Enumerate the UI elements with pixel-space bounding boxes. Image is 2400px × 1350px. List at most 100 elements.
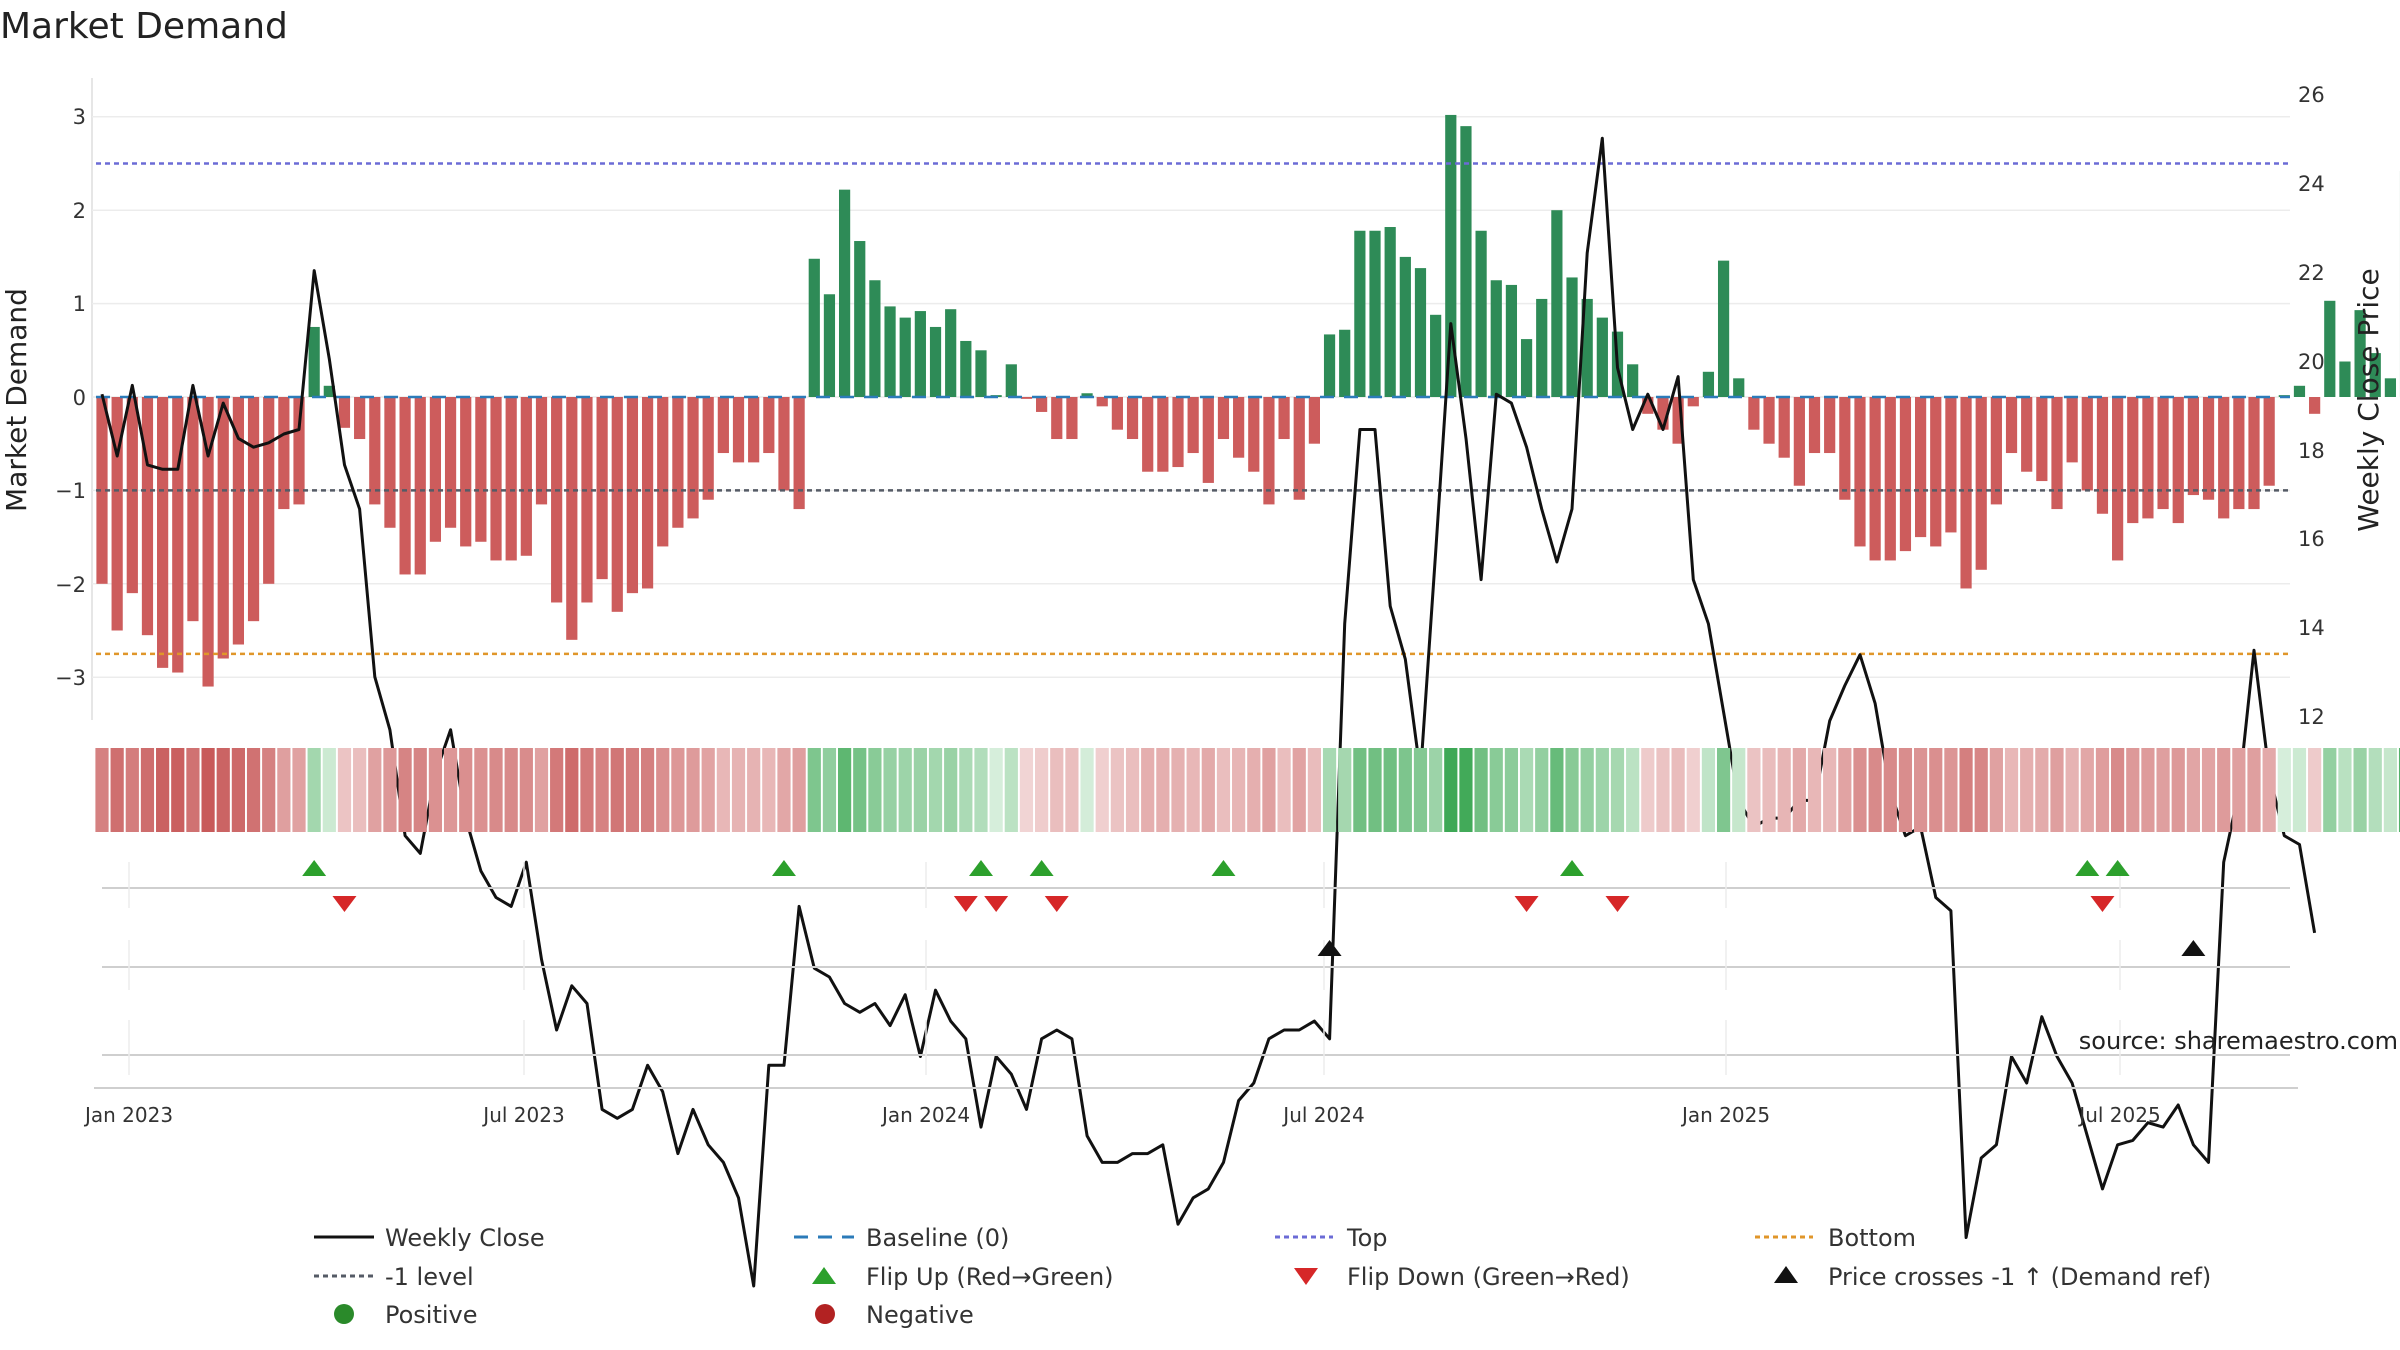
negative-bar	[2309, 397, 2321, 414]
positive-bar	[2293, 385, 2306, 397]
heat-cell	[171, 748, 185, 832]
heat-cell	[1216, 748, 1231, 832]
heat-cell	[1322, 748, 1337, 832]
heat-cell	[580, 748, 594, 832]
negative-bar	[2081, 397, 2093, 491]
negative-bar	[535, 397, 548, 505]
heat-cell	[974, 748, 988, 832]
heat-cell	[1292, 748, 1306, 832]
heat-cell	[610, 748, 624, 832]
x-tick-label: Jul 2023	[481, 1103, 564, 1127]
negative-bar	[611, 397, 623, 612]
heat-cell	[1171, 748, 1185, 832]
legend-flip-up-label: Flip Up (Red→Green)	[866, 1263, 1114, 1291]
positive-bar	[1460, 126, 1472, 397]
right-tick: 26	[2298, 83, 2325, 107]
positive-bar	[1702, 371, 1715, 397]
right-tick: 16	[2298, 527, 2325, 551]
heat-cell	[1898, 748, 1913, 832]
negative-bar	[1945, 397, 1957, 533]
heat-cell	[1914, 748, 1928, 832]
positive-bar	[884, 306, 896, 397]
positive-bar	[1475, 230, 1487, 397]
negative-bar	[626, 397, 639, 594]
heat-cell	[837, 748, 852, 832]
right-axis-ticks: 26 24 22 20 18 16 14 12	[2298, 83, 2325, 729]
flip-down-marker	[1044, 896, 1069, 912]
flip-markers	[302, 860, 2130, 912]
legend: Weekly Close Baseline (0) Top Bottom -1 …	[314, 1224, 2211, 1329]
flip-up-marker	[1211, 860, 1236, 876]
x-tick-label: Jan 2025	[1680, 1103, 1770, 1127]
heat-cell	[1519, 748, 1534, 832]
positive-bar	[323, 385, 335, 397]
heat-cell	[1610, 748, 1625, 832]
negative-bar	[2036, 397, 2048, 482]
negative-bar	[2248, 397, 2260, 510]
heat-cell	[1535, 748, 1549, 832]
negative-bar	[1808, 397, 1821, 454]
heat-cell	[2171, 748, 2185, 832]
negative-bar	[369, 397, 381, 505]
negative-bar	[429, 397, 442, 542]
heat-cell	[1959, 748, 1973, 832]
negative-bar	[1899, 397, 1912, 552]
x-tick-label: Jul 2024	[1281, 1103, 1364, 1127]
negative-bar	[460, 397, 472, 547]
legend-negative-dot	[815, 1304, 835, 1324]
legend-flip-down: Flip Down (Green→Red)	[1294, 1263, 1630, 1291]
flip-vgrid	[128, 862, 2121, 908]
main-panel: 3 2 1 0 −1 −2 −3 26 24 22 20 18 16 14 12…	[0, 78, 2400, 1288]
heat-cell	[1762, 748, 1776, 832]
x-axis: Jan 2023 Jul 2023 Jan 2024 Jul 2024 Jan …	[83, 1087, 2298, 1127]
heat-cell	[1065, 748, 1079, 832]
heat-cell	[1641, 748, 1655, 832]
positive-bar	[854, 241, 866, 397]
negative-bar	[2127, 397, 2139, 524]
negative-bar	[414, 397, 426, 575]
negative-bar	[444, 397, 457, 528]
heat-cell	[656, 748, 670, 832]
left-axis-ticks: 3 2 1 0 −1 −2 −3	[55, 105, 86, 690]
left-tick: 1	[73, 292, 86, 316]
negative-bar	[1672, 397, 1684, 444]
legend-top-label: Top	[1346, 1224, 1388, 1252]
negative-bar	[657, 397, 669, 547]
legend-positive: Positive	[334, 1301, 478, 1329]
negative-bar	[278, 397, 290, 510]
negative-bar	[1960, 397, 1972, 589]
positive-bar	[1627, 364, 1639, 397]
positive-bar	[1414, 268, 1427, 397]
heat-cell	[1868, 748, 1882, 832]
right-tick: 12	[2298, 705, 2325, 729]
heat-cell	[1186, 748, 1200, 832]
heat-cell	[716, 748, 730, 832]
negative-bar	[641, 397, 654, 589]
negative-bar	[1217, 397, 1230, 440]
heat-cell	[2353, 748, 2367, 832]
heat-cell	[383, 748, 397, 832]
negative-bar	[1657, 397, 1669, 430]
heat-cell	[1444, 748, 1458, 832]
heat-cell	[777, 748, 791, 832]
heat-cell	[1080, 748, 1094, 832]
heat-cell	[2292, 748, 2307, 832]
empty-panel: source: sharemaestro.com	[102, 1020, 2398, 1075]
x-tick-label: Jan 2024	[880, 1103, 970, 1127]
heat-cell	[1201, 748, 1215, 832]
negative-bar	[763, 397, 775, 454]
heat-cell	[1595, 748, 1609, 832]
heat-cell	[868, 748, 882, 832]
heat-cell	[989, 748, 1003, 832]
positive-bar	[1490, 280, 1502, 397]
heat-cell	[2201, 748, 2216, 832]
negative-bar	[1202, 397, 1214, 483]
legend-flip-up-icon	[812, 1267, 836, 1284]
legend-flip-down-icon	[1294, 1268, 1318, 1285]
heat-cell	[883, 748, 897, 832]
positive-bar	[1505, 284, 1518, 397]
heat-cell	[125, 748, 139, 832]
negative-bar	[1278, 397, 1290, 440]
x-tick-label: Jan 2023	[83, 1103, 173, 1127]
negative-bar	[247, 397, 260, 622]
